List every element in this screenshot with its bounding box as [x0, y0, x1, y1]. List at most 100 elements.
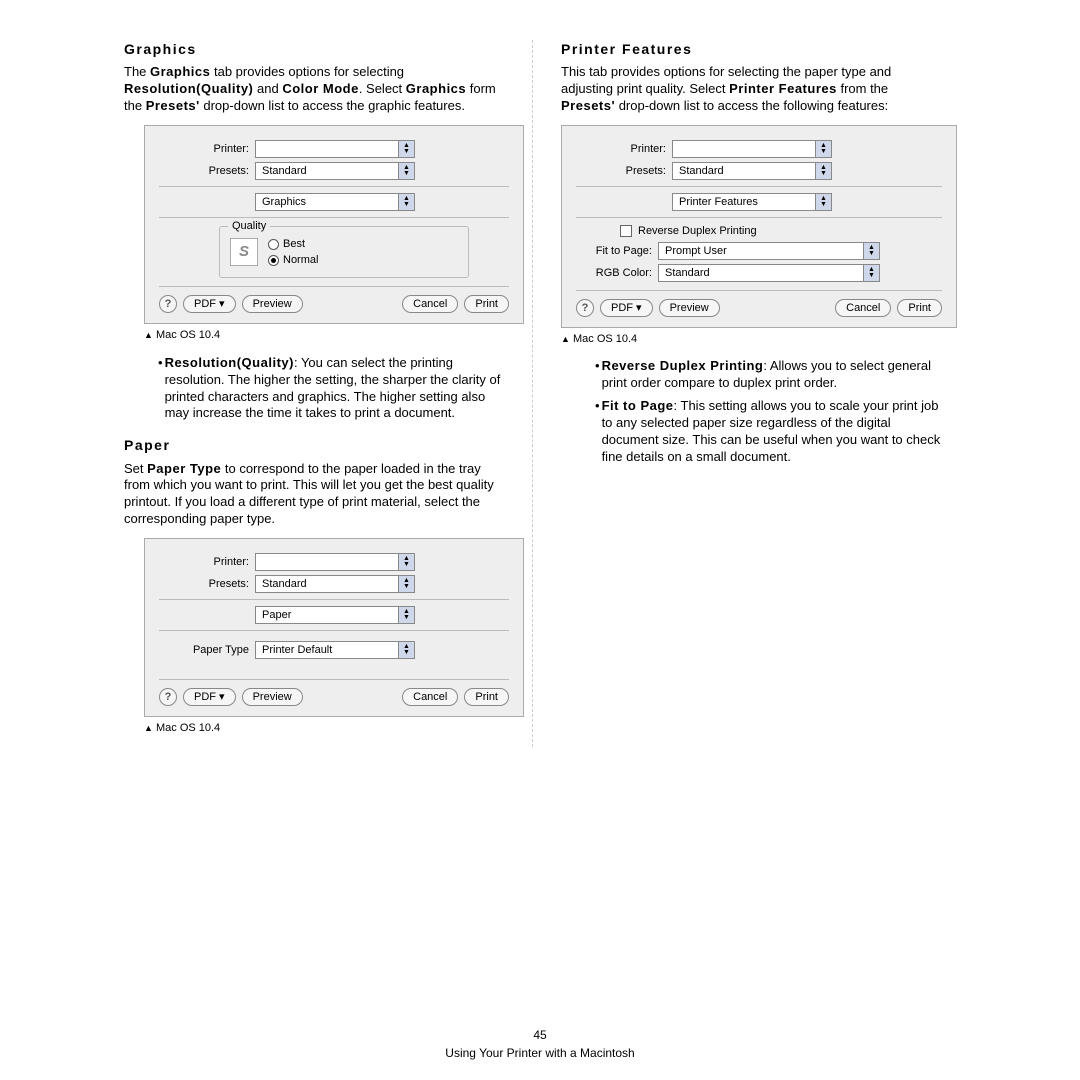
quality-inner: S Best Normal: [230, 235, 458, 270]
preview-button[interactable]: Preview: [242, 295, 303, 313]
presets-dropdown[interactable]: Standard ▲▼: [672, 162, 832, 180]
caption-features: ▲ Mac OS 10.4: [561, 332, 941, 346]
bullet-reverse-duplex: • Reverse Duplex Printing: Allows you to…: [595, 358, 941, 392]
presets-label: Presets:: [159, 577, 255, 591]
triangle-icon: ▲: [144, 723, 153, 733]
text-bold: Graphics: [406, 81, 466, 96]
features-intro: This tab provides options for selecting …: [561, 64, 941, 115]
graphics-intro: The Graphics tab provides options for se…: [124, 64, 504, 115]
dropdown-arrow-icon: ▲▼: [863, 243, 879, 259]
paper-heading: Paper: [124, 436, 504, 454]
printer-dropdown[interactable]: ▲▼: [255, 140, 415, 158]
cancel-button[interactable]: Cancel: [402, 295, 458, 313]
dropdown-arrow-icon: ▲▼: [398, 642, 414, 658]
cancel-button[interactable]: Cancel: [402, 688, 458, 706]
help-button[interactable]: ?: [576, 299, 594, 317]
pdf-button[interactable]: PDF ▾: [183, 688, 236, 706]
preview-button[interactable]: Preview: [659, 299, 720, 317]
quality-legend: Quality: [228, 219, 270, 233]
page-number: 45: [0, 1028, 1080, 1042]
footer-right: Cancel Print: [402, 295, 509, 313]
page-footer: 45 Using Your Printer with a Macintosh: [0, 1028, 1080, 1060]
checkbox-icon: [620, 225, 632, 237]
bullet-icon: •: [158, 355, 163, 423]
print-button[interactable]: Print: [464, 688, 509, 706]
footer-left: ? PDF ▾ Preview: [159, 688, 303, 706]
sample-icon: S: [230, 238, 258, 266]
dropdown-arrow-icon: ▲▼: [815, 163, 831, 179]
pdf-button[interactable]: PDF ▾: [183, 295, 236, 313]
print-button[interactable]: Print: [464, 295, 509, 313]
reverse-duplex-checkbox[interactable]: Reverse Duplex Printing: [620, 224, 942, 238]
dropdown-arrow-icon: ▲▼: [815, 141, 831, 157]
cancel-button[interactable]: Cancel: [835, 299, 891, 317]
presets-dropdown[interactable]: Standard ▲▼: [255, 575, 415, 593]
dropdown-value: Standard: [262, 577, 307, 591]
fitpage-dropdown[interactable]: Prompt User ▲▼: [658, 242, 880, 260]
dropdown-value: Graphics: [262, 195, 306, 209]
bullet-label: Fit to Page: [602, 398, 674, 413]
dialog-footer: ? PDF ▾ Preview Cancel Print: [159, 679, 509, 706]
papertype-label: Paper Type: [159, 643, 255, 657]
papertype-dropdown[interactable]: Printer Default ▲▼: [255, 641, 415, 659]
presets-row: Presets: Standard ▲▼: [159, 575, 509, 593]
section-row: Printer Features ▲▼: [576, 193, 942, 211]
footer-left: ? PDF ▾ Preview: [159, 295, 303, 313]
text-bold: Resolution(Quality): [124, 81, 253, 96]
dropdown-arrow-icon: ▲▼: [815, 194, 831, 210]
divider-line: [159, 599, 509, 600]
divider-line: [576, 186, 942, 187]
column-divider: [532, 40, 533, 747]
print-button[interactable]: Print: [897, 299, 942, 317]
printer-label: Printer:: [159, 142, 255, 156]
rgb-dropdown[interactable]: Standard ▲▼: [658, 264, 880, 282]
bullet-icon: •: [595, 398, 600, 466]
printer-dropdown[interactable]: ▲▼: [255, 553, 415, 571]
printer-dropdown[interactable]: ▲▼: [672, 140, 832, 158]
section-dropdown[interactable]: Printer Features ▲▼: [672, 193, 832, 211]
section-row: Graphics ▲▼: [159, 193, 509, 211]
radio-label: Best: [283, 237, 305, 251]
dropdown-arrow-icon: ▲▼: [398, 607, 414, 623]
paper-intro: Set Paper Type to correspond to the pape…: [124, 461, 504, 529]
radio-best[interactable]: Best: [268, 237, 318, 251]
help-button[interactable]: ?: [159, 688, 177, 706]
text-bold: Graphics: [150, 64, 210, 79]
dropdown-value: Prompt User: [665, 244, 727, 258]
presets-row: Presets: Standard ▲▼: [159, 162, 509, 180]
text: and: [253, 81, 282, 96]
divider-line: [159, 217, 509, 218]
triangle-icon: ▲: [561, 334, 570, 344]
printer-row: Printer: ▲▼: [576, 140, 942, 158]
text-bold: Printer Features: [729, 81, 837, 96]
left-column: Graphics The Graphics tab provides optio…: [124, 40, 524, 747]
pdf-button[interactable]: PDF ▾: [600, 299, 653, 317]
printer-label: Printer:: [159, 555, 255, 569]
dropdown-value: Standard: [679, 164, 724, 178]
features-dialog: Printer: ▲▼ Presets: Standard ▲▼ Printer…: [561, 125, 957, 328]
radio-icon: [268, 255, 279, 266]
printer-row: Printer: ▲▼: [159, 140, 509, 158]
presets-row: Presets: Standard ▲▼: [576, 162, 942, 180]
caption-graphics: ▲ Mac OS 10.4: [144, 328, 504, 342]
paper-dialog: Printer: ▲▼ Presets: Standard ▲▼ Paper ▲…: [144, 538, 524, 717]
bullet-fit-to-page: • Fit to Page: This setting allows you t…: [595, 398, 941, 466]
section-dropdown[interactable]: Graphics ▲▼: [255, 193, 415, 211]
caption-text: Mac OS 10.4: [156, 329, 220, 341]
radio-dot-icon: [271, 258, 276, 263]
rgb-label: RGB Color:: [576, 266, 658, 280]
dropdown-value: Standard: [665, 266, 710, 280]
text: The: [124, 64, 150, 79]
dropdown-arrow-icon: ▲▼: [398, 163, 414, 179]
bullet-label: Reverse Duplex Printing: [602, 358, 764, 373]
bullet-resolution: • Resolution(Quality): You can select th…: [158, 355, 504, 423]
help-button[interactable]: ?: [159, 295, 177, 313]
text: from the: [837, 81, 888, 96]
preview-button[interactable]: Preview: [242, 688, 303, 706]
bullet-text: Reverse Duplex Printing: Allows you to s…: [602, 358, 941, 392]
presets-dropdown[interactable]: Standard ▲▼: [255, 162, 415, 180]
radio-normal[interactable]: Normal: [268, 253, 318, 267]
bullet-text: Resolution(Quality): You can select the …: [165, 355, 504, 423]
dialog-footer: ? PDF ▾ Preview Cancel Print: [576, 290, 942, 317]
section-dropdown[interactable]: Paper ▲▼: [255, 606, 415, 624]
